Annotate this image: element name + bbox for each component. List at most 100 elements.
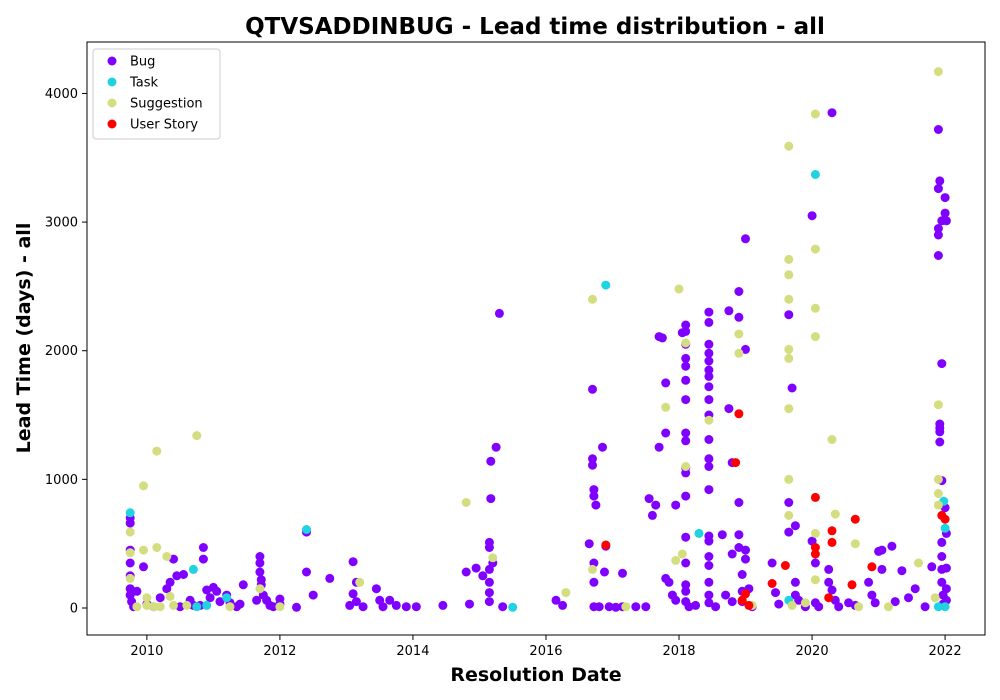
- data-point: [198, 554, 208, 564]
- data-point: [727, 597, 737, 607]
- data-point: [378, 602, 388, 612]
- data-point: [800, 598, 810, 608]
- data-point: [941, 563, 951, 573]
- data-point: [827, 585, 837, 595]
- data-point: [302, 525, 311, 534]
- data-point: [810, 244, 820, 254]
- data-point: [784, 474, 794, 484]
- data-point: [933, 500, 943, 510]
- data-point: [551, 595, 561, 605]
- data-point: [691, 600, 701, 610]
- data-point: [810, 492, 820, 502]
- data-point: [681, 491, 691, 501]
- data-point: [461, 567, 471, 577]
- data-point: [734, 329, 744, 339]
- data-point: [887, 541, 897, 551]
- data-point: [681, 580, 691, 590]
- data-point: [598, 442, 607, 452]
- plot-frame: [86, 41, 986, 636]
- data-point: [784, 353, 794, 363]
- data-point: [588, 384, 597, 394]
- data-point: [225, 602, 235, 612]
- data-point: [498, 602, 508, 612]
- data-point: [741, 554, 750, 564]
- data-point: [867, 562, 877, 572]
- data-point: [940, 193, 950, 203]
- data-point: [149, 602, 158, 612]
- data-point: [877, 564, 887, 574]
- data-point: [941, 216, 951, 226]
- y-tick-label: 1000: [45, 473, 78, 488]
- data-point: [810, 528, 820, 538]
- data-point: [671, 500, 681, 510]
- data-point: [302, 567, 311, 577]
- data-point: [488, 553, 498, 563]
- data-point: [661, 428, 671, 438]
- data-point: [348, 589, 358, 599]
- data-point: [465, 599, 474, 609]
- data-point: [734, 312, 744, 322]
- data-point: [904, 593, 913, 603]
- data-point: [890, 597, 900, 607]
- data-point: [704, 536, 714, 546]
- data-point: [731, 458, 741, 468]
- data-point: [717, 530, 727, 540]
- x-tick-label: 2022: [929, 644, 962, 659]
- data-point: [681, 361, 691, 371]
- data-point: [784, 498, 794, 507]
- data-point: [807, 211, 817, 221]
- data-point: [589, 491, 599, 501]
- data-point: [411, 602, 421, 612]
- data-point: [933, 474, 943, 484]
- data-point: [704, 395, 714, 405]
- data-point: [139, 545, 148, 555]
- data-point: [935, 423, 945, 433]
- data-point: [854, 602, 864, 612]
- plot-background: [87, 42, 985, 635]
- data-point: [930, 593, 940, 603]
- data-point: [767, 558, 777, 568]
- data-point: [292, 602, 301, 612]
- data-point: [192, 602, 202, 612]
- data-point: [491, 442, 501, 452]
- data-point: [486, 456, 496, 466]
- data-point: [920, 602, 930, 612]
- data-point: [734, 348, 744, 358]
- data-point: [681, 436, 691, 446]
- data-point: [810, 575, 820, 585]
- data-point: [125, 508, 135, 518]
- data-point: [737, 570, 747, 579]
- data-point: [704, 561, 714, 570]
- data-point: [734, 498, 744, 507]
- data-point: [933, 224, 943, 233]
- data-point: [351, 597, 361, 607]
- data-point: [704, 590, 714, 600]
- data-point: [348, 557, 358, 567]
- data-point: [767, 579, 777, 588]
- series-user-story: [601, 409, 950, 610]
- data-point: [601, 280, 611, 290]
- data-point: [152, 446, 162, 456]
- data-point: [671, 555, 681, 565]
- data-point: [724, 404, 734, 414]
- x-tick-label: 2010: [130, 644, 163, 659]
- data-point: [827, 526, 837, 536]
- data-point: [215, 597, 225, 607]
- data-point: [810, 543, 820, 552]
- data-point: [471, 563, 481, 573]
- data-point: [704, 577, 714, 587]
- data-point: [308, 590, 318, 600]
- data-point: [438, 600, 448, 610]
- data-point: [933, 602, 943, 612]
- data-point: [877, 545, 887, 555]
- data-point: [864, 577, 874, 587]
- data-point: [681, 428, 691, 438]
- data-point: [205, 593, 215, 603]
- data-point: [771, 588, 780, 598]
- data-point: [255, 552, 265, 561]
- data-point: [830, 509, 840, 519]
- x-axis: 2010 2012 2014 2016 2018 2020 2022: [130, 635, 962, 659]
- data-point: [810, 332, 820, 342]
- data-point: [790, 577, 800, 587]
